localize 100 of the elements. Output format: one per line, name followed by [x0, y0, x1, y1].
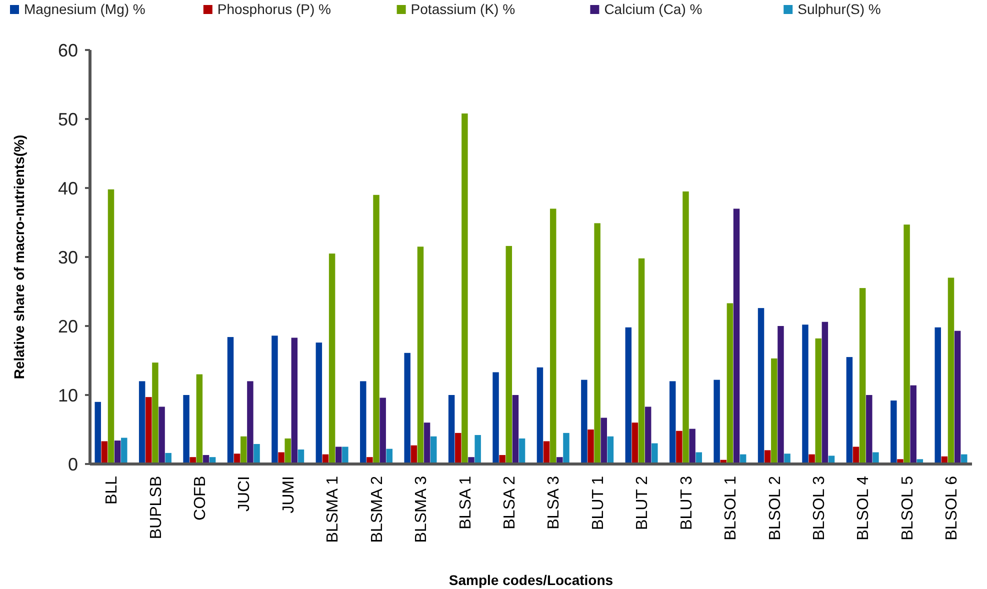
bar [689, 428, 696, 464]
bar [910, 385, 916, 464]
legend-label: Calcium (Ca) % [604, 1, 702, 17]
x-tick-label: BUPLSB [148, 476, 165, 540]
x-tick-label: BLSOL 6 [944, 476, 961, 540]
y-tick-label: 20 [58, 316, 78, 336]
x-tick-label: BLSA 2 [501, 476, 518, 530]
bar [563, 432, 570, 464]
bar [424, 422, 430, 464]
y-tick-label: 10 [58, 385, 78, 406]
bar [272, 336, 278, 464]
y-tick-label: 60 [58, 40, 78, 60]
x-tick-label: JUMI [280, 476, 298, 514]
bar [240, 436, 247, 464]
bar [114, 440, 121, 464]
x-tick-label: BLSA 1 [457, 476, 474, 530]
x-tick-label: BLSMA 2 [368, 476, 386, 543]
bar [227, 337, 234, 464]
bar [594, 223, 600, 464]
bar [536, 367, 544, 464]
bar [492, 372, 499, 464]
bar [859, 288, 866, 464]
bar [550, 208, 556, 464]
y-tick-label: 0 [68, 454, 78, 474]
x-tick-label: BLUT 2 [634, 476, 652, 530]
bar [890, 400, 897, 464]
bar [404, 352, 410, 464]
bar [758, 308, 764, 464]
bar [316, 342, 322, 464]
bar [588, 430, 594, 464]
x-tick-label: BLSOL 4 [855, 476, 872, 540]
legend-label: Potassium (K) % [410, 1, 516, 17]
bar [448, 395, 455, 464]
bar [632, 422, 638, 464]
bar [247, 381, 254, 464]
bar [866, 395, 872, 464]
x-tick-label: BLL [104, 476, 121, 504]
bar [822, 322, 828, 464]
x-tick-label: BLUT 3 [678, 476, 696, 530]
bar [543, 441, 550, 464]
bar [462, 113, 468, 464]
bar [676, 430, 682, 464]
bar [291, 338, 298, 464]
legend-label: Phosphorus (P) % [217, 1, 332, 17]
y-axis-title: Relative share of macro-nutrients(%) [11, 134, 27, 380]
bar [733, 208, 740, 464]
bar [108, 189, 114, 464]
y-tick-label: 30 [58, 247, 78, 268]
bar [101, 441, 108, 464]
bar [158, 406, 165, 464]
bar [165, 452, 172, 464]
bar [146, 397, 152, 464]
legend-label: Magnesium (Mg) % [24, 1, 146, 17]
x-axis-title: Sample codes/Locations [448, 572, 614, 588]
x-tick-label: BLSOL 1 [722, 476, 740, 540]
x-tick-label: BLSA 3 [546, 476, 563, 530]
x-tick-label: JUCI [236, 476, 254, 512]
bar [474, 435, 481, 464]
bar [581, 380, 588, 464]
bar [152, 362, 158, 464]
x-tick-label: BLSOL 2 [766, 476, 784, 540]
bar [342, 446, 348, 464]
bar [815, 338, 822, 464]
bar [778, 326, 784, 464]
bar [802, 324, 808, 464]
bar [254, 444, 260, 464]
bar [284, 438, 291, 464]
bar [455, 432, 462, 464]
bar [934, 327, 941, 464]
bar [417, 246, 424, 464]
x-tick-label: BLSMA 1 [324, 476, 342, 543]
x-tick-label: BLSMA 3 [413, 476, 430, 543]
bar [682, 191, 689, 464]
bar [518, 438, 526, 464]
x-tick-label: BLSOL 3 [810, 476, 828, 540]
bar [512, 395, 519, 464]
bar [328, 254, 336, 464]
bar [954, 330, 961, 464]
bar [726, 303, 734, 464]
legend-label: Sulphur(S) % [798, 1, 881, 17]
bar [373, 194, 380, 464]
bar [904, 224, 910, 464]
x-tick-label: COFB [192, 476, 210, 520]
x-tick-label: BLUT 1 [590, 476, 607, 530]
bar [714, 380, 720, 464]
bar [94, 402, 101, 464]
bar [652, 443, 658, 464]
y-tick-label: 50 [58, 109, 78, 130]
bar [121, 438, 128, 464]
bar [380, 398, 386, 464]
bar [183, 395, 190, 464]
bar [196, 374, 203, 464]
bar [638, 258, 645, 464]
bar [360, 381, 366, 464]
bar [430, 436, 437, 464]
bar [846, 357, 853, 464]
bar [644, 406, 652, 464]
bar [506, 246, 512, 464]
bar [607, 436, 614, 464]
bar [625, 327, 632, 464]
